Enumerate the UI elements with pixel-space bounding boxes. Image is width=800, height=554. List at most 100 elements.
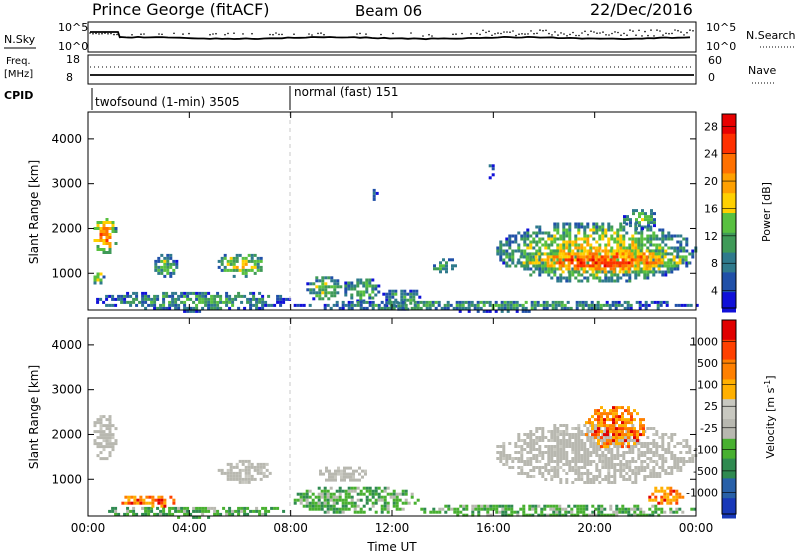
echo-cell xyxy=(535,243,539,247)
echo-cell xyxy=(661,463,665,466)
echo-cell xyxy=(309,291,313,295)
echo-cell xyxy=(229,465,233,469)
echo-cell xyxy=(669,267,673,271)
echo-cell xyxy=(383,504,387,508)
echo-cell xyxy=(552,264,556,268)
echo-cell xyxy=(108,233,112,236)
echo-cell xyxy=(93,421,97,425)
echo-cell xyxy=(226,268,230,272)
echo-cell xyxy=(220,268,224,272)
echo-cell xyxy=(673,454,677,457)
echo-cell xyxy=(550,276,554,280)
echo-cell xyxy=(383,486,387,490)
echo-cell xyxy=(567,270,571,274)
echo-cell xyxy=(591,267,595,271)
echo-cell xyxy=(302,303,306,307)
echo-cell xyxy=(232,256,236,260)
echo-cell xyxy=(585,270,589,274)
echo-cell xyxy=(247,459,251,463)
echo-cell xyxy=(102,433,106,437)
echo-cell xyxy=(433,264,436,268)
echo-cell xyxy=(331,472,334,476)
echo-cell xyxy=(564,507,568,511)
echo-cell xyxy=(556,222,560,226)
echo-cell xyxy=(502,448,506,451)
echo-cell xyxy=(247,465,251,469)
echo-cell xyxy=(210,303,214,307)
echo-cell xyxy=(264,509,268,513)
echo-cell xyxy=(538,228,542,232)
echo-cell xyxy=(651,261,655,265)
nsearch-point xyxy=(692,30,694,32)
echo-cell xyxy=(163,498,167,502)
echo-cell xyxy=(586,261,590,265)
echo-cell xyxy=(513,510,517,514)
nsearch-point xyxy=(98,33,100,35)
echo-cell xyxy=(627,442,630,446)
echo-cell xyxy=(514,237,518,241)
echo-cell xyxy=(622,454,626,457)
echo-cell xyxy=(598,225,602,229)
echo-cell xyxy=(550,267,554,271)
echo-cell xyxy=(108,415,112,419)
echo-cell xyxy=(589,424,593,427)
echo-cell xyxy=(267,303,271,307)
echo-cell xyxy=(586,243,590,247)
echo-cell xyxy=(515,303,519,307)
echo-cell xyxy=(601,279,605,283)
echo-cell xyxy=(183,509,187,513)
echo-cell xyxy=(160,253,164,257)
echo-cell xyxy=(523,460,527,463)
echo-cell xyxy=(102,436,106,440)
echo-cell xyxy=(253,262,257,266)
echo-cell xyxy=(259,462,263,466)
echo-cell xyxy=(676,252,680,256)
echo-cell xyxy=(625,430,629,433)
echo-cell xyxy=(502,451,506,454)
echo-cell xyxy=(586,439,590,442)
echo-cell xyxy=(327,276,331,280)
echo-cell xyxy=(136,498,140,502)
echo-cell xyxy=(579,264,583,268)
echo-cell xyxy=(638,224,641,228)
echo-cell xyxy=(565,451,569,454)
echo-cell xyxy=(547,273,551,277)
echo-cell xyxy=(613,279,617,283)
echo-cell xyxy=(609,439,612,443)
echo-cell xyxy=(580,475,584,478)
echo-cell xyxy=(462,513,466,517)
echo-cell xyxy=(583,457,587,460)
echo-cell xyxy=(621,424,624,428)
echo-cell xyxy=(299,492,303,496)
echo-cell xyxy=(649,457,653,460)
echo-cell xyxy=(403,301,407,305)
echo-cell xyxy=(105,442,109,446)
echo-cell xyxy=(207,515,211,519)
echo-cell xyxy=(439,267,442,271)
echo-cell xyxy=(604,252,608,256)
echo-cell xyxy=(626,303,630,307)
echo-cell xyxy=(537,264,541,268)
echo-cell xyxy=(577,439,581,442)
echo-cell xyxy=(442,258,445,262)
echo-cell xyxy=(511,258,515,262)
echo-cell xyxy=(648,261,652,265)
echo-cell xyxy=(154,262,158,266)
echo-cell xyxy=(102,227,106,230)
echo-cell xyxy=(553,240,557,244)
echo-cell xyxy=(647,215,650,219)
echo-cell xyxy=(624,252,628,256)
echo-cell xyxy=(606,264,610,268)
echo-cell xyxy=(581,303,585,307)
echo-cell xyxy=(474,504,478,508)
echo-cell xyxy=(628,237,632,241)
echo-cell xyxy=(267,294,271,298)
echo-cell xyxy=(579,510,583,514)
echo-cell xyxy=(601,439,605,442)
echo-cell xyxy=(561,252,565,256)
echo-cell xyxy=(611,300,615,304)
echo-cell xyxy=(517,249,521,253)
echo-cell xyxy=(634,460,638,463)
echo-cell xyxy=(568,433,572,436)
echo-cell xyxy=(556,276,560,280)
